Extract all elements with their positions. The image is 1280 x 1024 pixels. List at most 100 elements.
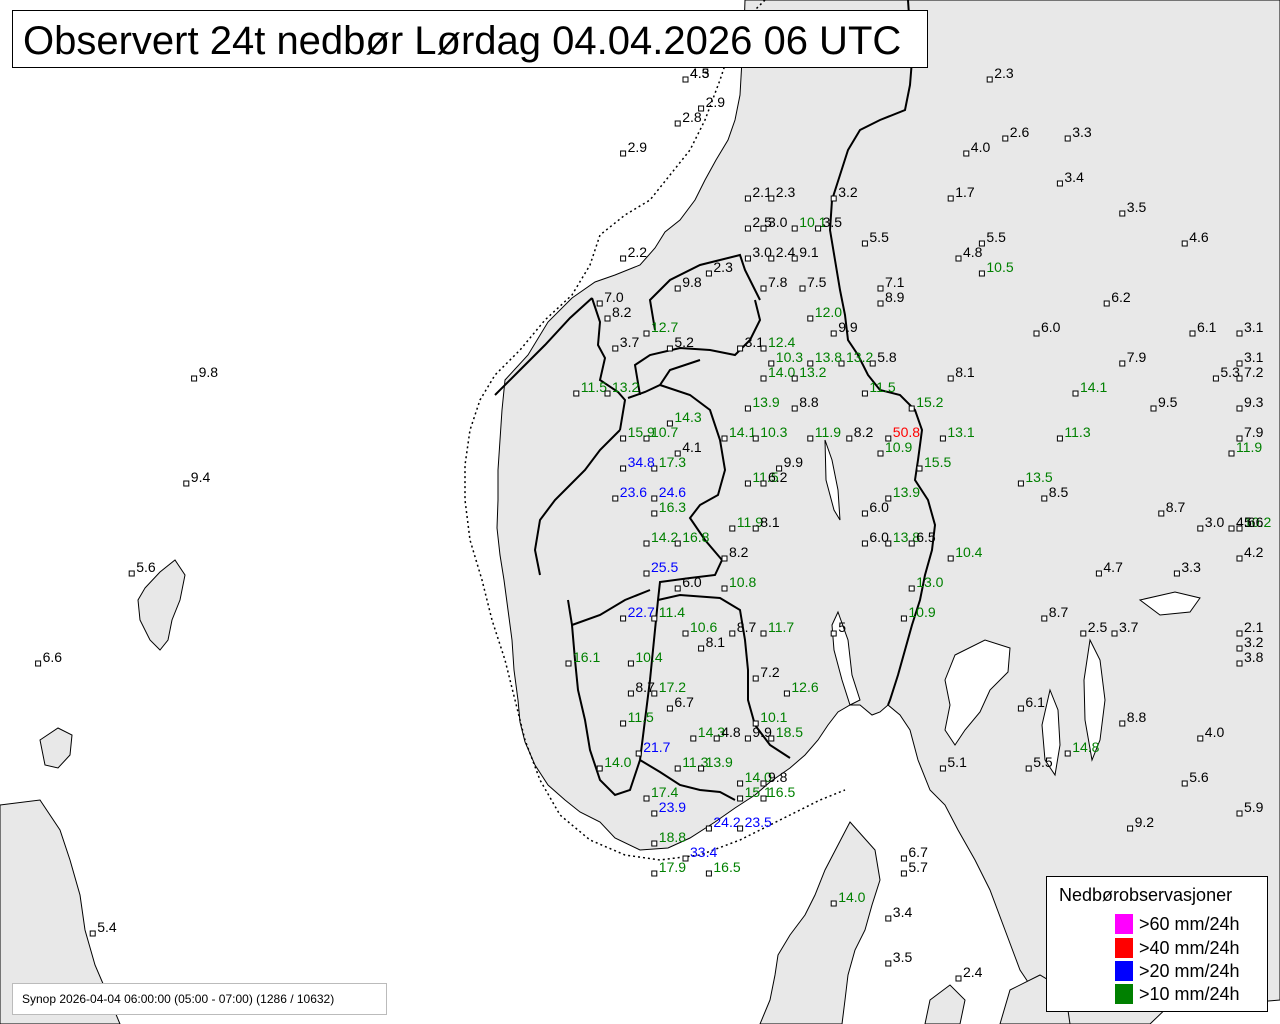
precip-value-label: 6.7 bbox=[908, 844, 928, 860]
station-marker bbox=[791, 225, 798, 232]
station-marker bbox=[1197, 525, 1204, 532]
station-marker bbox=[791, 375, 798, 382]
station-marker bbox=[1056, 180, 1063, 187]
station-marker bbox=[604, 390, 611, 397]
station-marker bbox=[674, 540, 681, 547]
station-marker bbox=[830, 630, 837, 637]
precip-value-label: 8.7 bbox=[737, 619, 757, 635]
station-marker bbox=[729, 630, 736, 637]
precip-value-label: 7.5 bbox=[807, 274, 827, 290]
station-marker bbox=[721, 435, 728, 442]
precip-value-label: 4.3 bbox=[690, 65, 710, 81]
precip-value-label: 16.1 bbox=[573, 649, 600, 665]
station-marker bbox=[596, 300, 603, 307]
station-marker bbox=[760, 345, 767, 352]
station-marker bbox=[1189, 330, 1196, 337]
station-marker bbox=[1236, 525, 1243, 532]
precip-value-label: 4.1 bbox=[682, 439, 702, 455]
station-marker bbox=[682, 630, 689, 637]
precip-value-label: 16.5 bbox=[713, 859, 740, 875]
station-marker bbox=[627, 660, 634, 667]
precip-value-label: 2.3 bbox=[713, 259, 733, 275]
precip-value-label: 3.7 bbox=[1119, 619, 1139, 635]
station-marker bbox=[1236, 330, 1243, 337]
station-marker bbox=[1064, 135, 1071, 142]
station-marker bbox=[682, 76, 689, 83]
station-marker bbox=[963, 150, 970, 157]
precip-value-label: 11.9 bbox=[1236, 439, 1262, 455]
precip-value-label: 13.9 bbox=[893, 484, 920, 500]
precip-value-label: 2.5 bbox=[1088, 619, 1108, 635]
precip-value-label: 17.2 bbox=[659, 679, 686, 695]
precip-value-label: 15.2 bbox=[916, 394, 943, 410]
precip-value-label: 9.2 bbox=[1135, 814, 1155, 830]
station-marker bbox=[830, 195, 837, 202]
station-marker bbox=[666, 705, 673, 712]
station-marker bbox=[705, 825, 712, 832]
station-marker bbox=[620, 150, 627, 157]
precip-value-label: 12.7 bbox=[651, 319, 678, 335]
land-scandinavia bbox=[496, 0, 1280, 1024]
precip-value-label: 13.9 bbox=[706, 754, 733, 770]
precip-value-label: 3.7 bbox=[620, 334, 640, 350]
precip-value-label: 2.1 bbox=[1244, 619, 1264, 635]
precip-value-label: 9.3 bbox=[1244, 394, 1264, 410]
precip-value-label: 8.7 bbox=[635, 679, 655, 695]
legend-swatch-blue bbox=[1115, 961, 1133, 981]
precip-value-label: 4.6 bbox=[1189, 229, 1209, 245]
station-marker bbox=[939, 765, 946, 772]
station-marker bbox=[760, 375, 767, 382]
precip-value-label: 17.9 bbox=[659, 859, 686, 875]
precip-value-label: 18.5 bbox=[776, 724, 803, 740]
station-marker bbox=[698, 105, 705, 112]
station-marker bbox=[776, 465, 783, 472]
station-marker bbox=[674, 765, 681, 772]
precip-value-label: 13.8 bbox=[815, 349, 842, 365]
station-marker bbox=[1127, 825, 1134, 832]
station-marker bbox=[861, 510, 868, 517]
station-marker bbox=[861, 390, 868, 397]
station-marker bbox=[752, 435, 759, 442]
precip-value-label: 4.8 bbox=[963, 244, 983, 260]
station-marker bbox=[885, 540, 892, 547]
precip-value-label: 22.7 bbox=[628, 604, 655, 620]
station-marker bbox=[191, 375, 198, 382]
precip-value-label: 2.4 bbox=[776, 244, 796, 260]
precip-value-label: 8.5 bbox=[1049, 484, 1069, 500]
station-marker bbox=[713, 735, 720, 742]
station-marker bbox=[791, 405, 798, 412]
station-marker bbox=[1173, 570, 1180, 577]
station-marker bbox=[612, 345, 619, 352]
land-jutland bbox=[759, 821, 881, 1024]
precip-value-label: 13.1 bbox=[947, 424, 974, 440]
precip-value-label: 7.9 bbox=[1244, 424, 1264, 440]
precip-value-label: 10.7 bbox=[651, 424, 678, 440]
precip-value-label: 14.1 bbox=[729, 424, 756, 440]
precip-value-label: 14.0 bbox=[838, 889, 865, 905]
station-marker bbox=[1150, 405, 1157, 412]
station-marker bbox=[620, 720, 627, 727]
station-marker bbox=[35, 660, 42, 667]
lake-mjosa bbox=[824, 439, 841, 521]
station-marker bbox=[674, 120, 681, 127]
precip-value-label: 3.8 bbox=[1244, 649, 1264, 665]
source-line: Synop 2026-04-04 06:00:00 (05:00 - 07:00… bbox=[22, 992, 335, 1006]
precip-value-label: 2.3 bbox=[776, 184, 796, 200]
station-marker bbox=[955, 975, 962, 982]
station-marker bbox=[1002, 135, 1009, 142]
precip-value-label: 8.7 bbox=[1049, 604, 1069, 620]
precip-value-label: 7.8 bbox=[768, 274, 788, 290]
station-marker bbox=[682, 855, 689, 862]
precip-value-label: 8.1 bbox=[760, 514, 780, 530]
precip-value-label: 6.7 bbox=[674, 694, 694, 710]
station-marker bbox=[643, 330, 650, 337]
precip-value-label: 3.1 bbox=[745, 334, 765, 350]
station-marker bbox=[651, 510, 658, 517]
precip-value-label: 5.3 bbox=[1220, 364, 1240, 380]
station-marker bbox=[1228, 525, 1235, 532]
legend-item-over60: >60 mm/24h bbox=[1115, 913, 1265, 935]
precip-value-label: 5.7 bbox=[908, 859, 928, 875]
precip-value-label: 3.2 bbox=[1244, 634, 1264, 650]
